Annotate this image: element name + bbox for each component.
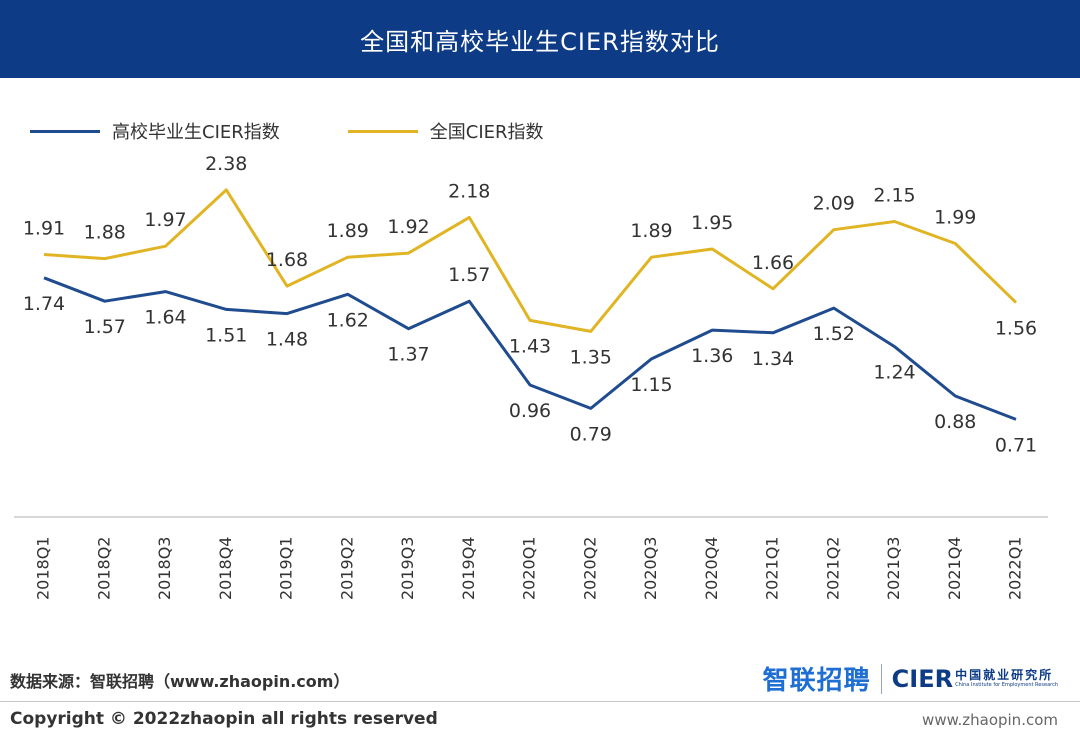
data-label-national: 1.89 <box>327 220 369 242</box>
copyright-text: Copyright © 2022zhaopin all rights reser… <box>10 709 438 729</box>
data-label-graduate: 1.52 <box>813 323 855 345</box>
data-label-national: 1.88 <box>84 222 126 244</box>
zhilian-logo: 智联招聘 <box>763 660 871 697</box>
x-tick-label: 2020Q4 <box>702 537 721 601</box>
x-tick-label: 2019Q3 <box>398 537 417 601</box>
footer-url: www.zhaopin.com <box>922 711 1058 729</box>
footer-divider <box>0 701 1080 702</box>
data-label-national: 1.56 <box>995 318 1037 340</box>
data-label-graduate: 1.15 <box>630 374 672 396</box>
x-tick-label: 2019Q4 <box>459 537 478 601</box>
data-label-graduate: 1.34 <box>752 348 794 370</box>
data-label-graduate: 1.57 <box>84 316 126 338</box>
x-tick-label: 2019Q2 <box>337 537 356 601</box>
data-label-national: 2.09 <box>813 193 855 215</box>
data-label-graduate: 0.71 <box>995 434 1037 456</box>
x-tick-label: 2018Q1 <box>34 537 53 601</box>
x-tick-label: 2020Q3 <box>641 537 660 601</box>
x-tick-label: 2020Q2 <box>580 537 599 601</box>
x-tick-label: 2018Q3 <box>155 537 174 601</box>
data-label-graduate: 1.51 <box>205 324 247 346</box>
x-tick-label: 2021Q1 <box>763 537 782 601</box>
data-label-graduate: 1.64 <box>144 307 186 329</box>
data-label-national: 2.15 <box>873 184 915 206</box>
x-tick-label: 2020Q1 <box>520 537 539 601</box>
data-label-graduate: 1.24 <box>873 362 915 384</box>
data-label-national: 1.68 <box>266 249 308 271</box>
x-tick-label: 2018Q4 <box>216 537 235 601</box>
x-tick-label: 2021Q3 <box>884 537 903 601</box>
data-label-national: 1.66 <box>752 252 794 274</box>
line-chart: 2018Q1 2018Q2 2018Q3 2018Q4 2019Q1 2019Q2 2019… <box>0 0 1080 743</box>
data-label-graduate: 0.79 <box>570 423 612 445</box>
data-source-note: 数据来源：智联招聘（www.zhaopin.com） <box>10 668 349 692</box>
data-label-national: 1.43 <box>509 335 551 357</box>
data-label-graduate: 1.37 <box>387 344 429 366</box>
x-tick-label: 2021Q4 <box>945 537 964 601</box>
x-tick-label: 2018Q2 <box>94 537 113 601</box>
data-label-graduate: 0.96 <box>509 400 551 422</box>
cier-logo: CIER <box>892 665 953 693</box>
data-label-national: 1.95 <box>691 212 733 234</box>
series-line-national <box>44 190 1016 332</box>
data-label-graduate: 1.36 <box>691 345 733 367</box>
cier-logo-subtitle: 中国就业研究所 China Institute for Employment R… <box>955 669 1058 689</box>
logo-divider <box>881 664 882 694</box>
data-label-national: 1.99 <box>934 206 976 228</box>
data-label-national: 1.89 <box>630 220 672 242</box>
data-label-graduate: 0.88 <box>934 411 976 433</box>
data-label-graduate: 1.62 <box>327 309 369 331</box>
data-label-national: 2.18 <box>448 180 490 202</box>
data-label-national: 1.92 <box>387 216 429 238</box>
data-label-graduate: 1.48 <box>266 329 308 351</box>
data-label-graduate: 1.74 <box>23 293 65 315</box>
cier-logo-cn: 中国就业研究所 <box>955 669 1058 682</box>
logo-area: 智联招聘 CIER 中国就业研究所 China Institute for Em… <box>763 660 1058 697</box>
cier-logo-en: China Institute for Employment Research <box>955 682 1058 689</box>
x-tick-label: 2022Q1 <box>1006 537 1025 601</box>
data-label-national: 2.38 <box>205 153 247 175</box>
data-label-national: 1.91 <box>23 217 65 239</box>
x-tick-label: 2021Q2 <box>823 537 842 601</box>
data-label-graduate: 1.57 <box>448 264 490 286</box>
data-label-national: 1.97 <box>144 209 186 231</box>
x-tick-label: 2019Q1 <box>277 537 296 601</box>
data-label-national: 1.35 <box>570 346 612 368</box>
